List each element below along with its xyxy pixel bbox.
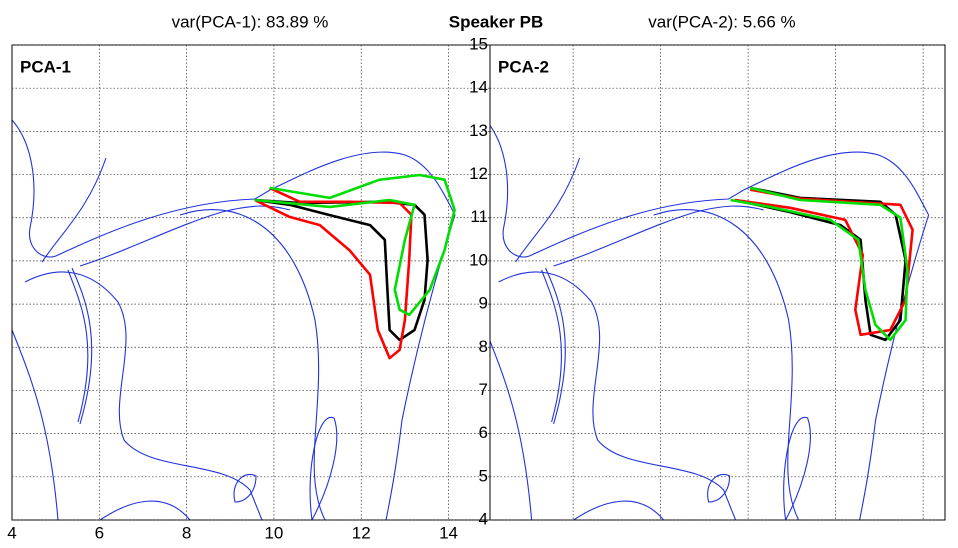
x-tick-label: 10 — [264, 523, 283, 542]
x-tick-label: 6 — [95, 523, 104, 542]
plot-area — [254, 173, 456, 360]
y-tick-label: 14 — [469, 78, 488, 97]
y-tick-label: 11 — [470, 207, 488, 226]
y-tick-label: 5 — [479, 466, 488, 485]
y-tick-label: 15 — [469, 34, 488, 53]
y-tick-label: 8 — [479, 337, 488, 356]
x-tick-label: 4 — [7, 523, 16, 542]
y-tick-label: 10 — [469, 250, 488, 269]
x-tick-label: 12 — [352, 523, 371, 542]
contour-line — [734, 188, 914, 337]
panel-frame — [489, 44, 946, 521]
panel-title: PCA-1 — [20, 57, 71, 76]
figure-title: Speaker PB — [449, 12, 544, 31]
y-tick-label: 7 — [479, 380, 488, 399]
contour-line — [730, 186, 909, 342]
panel-title: PCA-2 — [498, 57, 549, 76]
anatomy-right — [490, 119, 930, 520]
contour-line — [254, 173, 456, 317]
x-tick-label: 14 — [439, 523, 458, 542]
x-tick-label: 8 — [182, 523, 191, 542]
variance-label: var(PCA-1): 83.89 % — [172, 12, 329, 31]
y-tick-label: 6 — [479, 423, 488, 442]
contour-line — [734, 186, 907, 342]
contour-line — [254, 186, 413, 360]
panel-frame — [11, 44, 491, 521]
y-tick-label: 9 — [479, 294, 488, 313]
y-tick-label: 12 — [469, 164, 488, 183]
contour-line — [254, 198, 429, 342]
y-tick-label: 13 — [469, 121, 488, 140]
variance-label: var(PCA-2): 5.66 % — [648, 12, 795, 31]
plot-area — [730, 186, 914, 342]
y-tick-label: 4 — [479, 509, 488, 528]
